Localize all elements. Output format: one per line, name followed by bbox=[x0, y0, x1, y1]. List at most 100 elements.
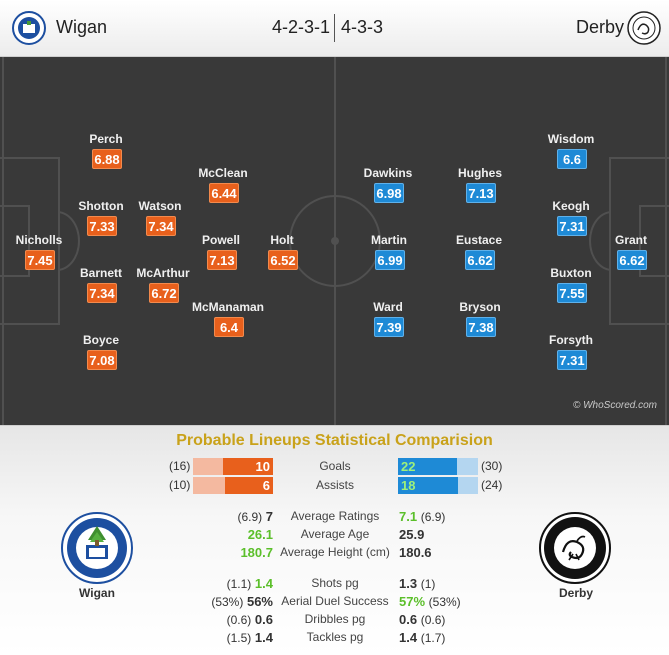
home-player-rating: 7.34 bbox=[146, 216, 176, 236]
away-player-rating: 7.39 bbox=[374, 317, 404, 337]
home-team-name: Wigan bbox=[56, 17, 108, 37]
home-assists-total: (10) bbox=[169, 478, 191, 492]
centre-spot bbox=[331, 237, 339, 245]
home-player-rating: 7.33 bbox=[87, 216, 117, 236]
home-stat-previous: (1.1) bbox=[226, 577, 252, 591]
home-player-name: Watson bbox=[138, 199, 182, 213]
away-player-rating: 6.62 bbox=[617, 250, 647, 270]
home-player-rating: 6.4 bbox=[214, 317, 244, 337]
home-player-rating: 7.34 bbox=[87, 283, 117, 303]
away-stat-value: 7.1 (6.9) bbox=[399, 509, 445, 524]
home-stat-previous: (6.9) bbox=[237, 510, 263, 524]
home-stat-current: 7 bbox=[265, 509, 273, 524]
home-player-name: McManaman bbox=[191, 300, 265, 314]
derby-county-crest-icon bbox=[539, 512, 611, 584]
goals-label: Goals bbox=[319, 459, 351, 473]
away-assists-value: 18 bbox=[401, 478, 416, 493]
away-player-rating: 6.62 bbox=[465, 250, 495, 270]
home-stat-current: 180.7 bbox=[240, 545, 273, 560]
match-header: Wigan 4-2-3-1 4-3-3 Derby bbox=[0, 0, 669, 57]
away-player-name: Ward bbox=[373, 300, 403, 314]
stat-label: Aerial Duel Success bbox=[281, 594, 389, 608]
wigan-crest-icon bbox=[12, 11, 46, 45]
away-goal-area bbox=[639, 205, 669, 277]
home-stat-value: (6.9) 7 bbox=[237, 509, 273, 524]
away-player-name: Grant bbox=[614, 233, 647, 247]
pitch-outline bbox=[2, 57, 667, 425]
home-goals-value: 10 bbox=[255, 459, 270, 474]
away-assists-bar bbox=[398, 477, 458, 494]
home-stat-current: 56% bbox=[246, 594, 273, 609]
away-stat-previous: (1.7) bbox=[420, 631, 446, 645]
home-player-rating: 6.72 bbox=[149, 283, 179, 303]
home-player-name: McClean bbox=[198, 166, 248, 180]
home-player-name: Shotton bbox=[78, 199, 124, 213]
away-stat-current: 7.1 bbox=[399, 509, 418, 524]
home-stat-value: (1.5) 1.4 bbox=[227, 630, 273, 645]
away-stat-value: 0.6 (0.6) bbox=[399, 612, 445, 627]
away-stat-previous: (1) bbox=[420, 577, 436, 591]
home-stat-current: 1.4 bbox=[254, 630, 273, 645]
home-stat-value: (0.6) 0.6 bbox=[227, 612, 273, 627]
home-player-rating: 7.45 bbox=[25, 250, 55, 270]
away-player-name: Dawkins bbox=[363, 166, 413, 180]
home-stat-previous: (1.5) bbox=[226, 631, 252, 645]
away-player-name: Martin bbox=[371, 233, 407, 247]
stat-label: Average Age bbox=[300, 527, 370, 541]
home-caption: Wigan bbox=[79, 586, 115, 600]
away-player-name: Wisdom bbox=[547, 132, 595, 146]
home-assists-value: 6 bbox=[262, 478, 270, 493]
away-stat-previous: (53%) bbox=[428, 595, 461, 609]
away-stat-value: 180.6 bbox=[399, 545, 432, 560]
stat-label: Average Height (cm) bbox=[280, 545, 390, 559]
away-player-rating: 7.55 bbox=[557, 283, 587, 303]
home-penalty-area bbox=[0, 157, 60, 325]
home-player-name: Barnett bbox=[79, 266, 122, 280]
home-player-rating: 6.44 bbox=[209, 183, 239, 203]
home-player-name: Perch bbox=[89, 132, 123, 146]
stat-label: Average Ratings bbox=[290, 509, 380, 523]
home-player-name: McArthur bbox=[136, 266, 190, 280]
away-player-name: Hughes bbox=[457, 166, 502, 180]
away-assists-total: (24) bbox=[481, 478, 503, 492]
home-goal-area bbox=[0, 205, 30, 277]
away-goals-value: 22 bbox=[401, 459, 416, 474]
home-stat-previous: (53%) bbox=[211, 595, 244, 609]
statistical-comparison: Probable Lineups Statistical Comparision… bbox=[0, 425, 669, 655]
away-stat-previous: (0.6) bbox=[420, 613, 446, 627]
away-stat-previous: (6.9) bbox=[420, 510, 446, 524]
assists-label: Assists bbox=[315, 478, 354, 492]
away-stat-current: 25.9 bbox=[399, 527, 425, 542]
stat-label: Dribbles pg bbox=[304, 612, 366, 626]
home-player-rating: 6.88 bbox=[92, 149, 122, 169]
away-goals-bar-track: 22 bbox=[398, 458, 478, 475]
home-player-name: Nicholls bbox=[15, 233, 63, 247]
home-stat-value: 180.7 bbox=[240, 545, 273, 560]
home-player-rating: 7.13 bbox=[207, 250, 237, 270]
home-stat-previous: (0.6) bbox=[226, 613, 252, 627]
home-goals-bar bbox=[223, 458, 273, 475]
stat-label: Shots pg bbox=[311, 576, 359, 590]
away-goals-bar bbox=[398, 458, 457, 475]
home-player-rating: 7.08 bbox=[87, 350, 117, 370]
away-player-rating: 7.13 bbox=[466, 183, 496, 203]
away-stat-current: 1.3 bbox=[399, 576, 418, 591]
away-player-name: Keogh bbox=[552, 199, 590, 213]
away-player-name: Forsyth bbox=[548, 333, 593, 347]
home-stat-current: 26.1 bbox=[247, 527, 273, 542]
home-goals-total: (16) bbox=[169, 459, 191, 473]
home-goals-bar-track: 10 bbox=[193, 458, 273, 475]
away-stat-current: 0.6 bbox=[399, 612, 418, 627]
home-player-name: Holt bbox=[270, 233, 294, 247]
away-player-rating: 7.31 bbox=[557, 216, 587, 236]
derby-crest-icon bbox=[627, 11, 661, 45]
home-player-rating: 6.52 bbox=[268, 250, 298, 270]
away-formation: 4-3-3 bbox=[341, 17, 384, 37]
home-assists-bar-track: 6 bbox=[193, 477, 273, 494]
away-stat-value: 1.4 (1.7) bbox=[399, 630, 445, 645]
away-stat-value: 57% (53%) bbox=[399, 594, 461, 609]
stat-label: Tackles pg bbox=[306, 630, 364, 644]
away-assists-bar-track: 18 bbox=[398, 477, 478, 494]
home-stat-current: 0.6 bbox=[254, 612, 273, 627]
